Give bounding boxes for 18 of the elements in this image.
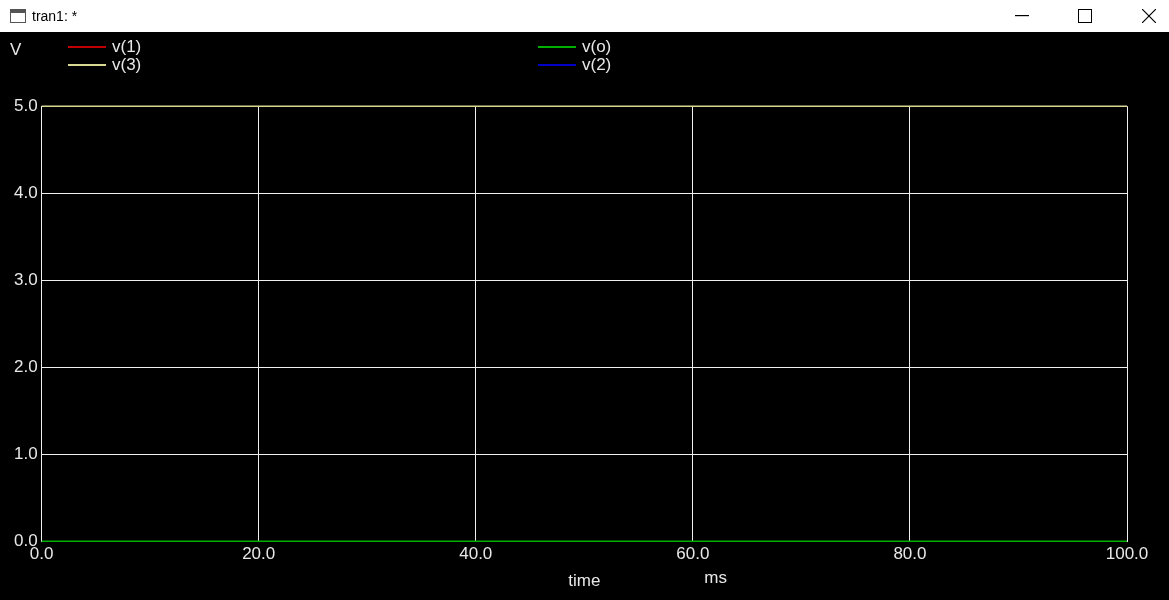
chart-title: tran1: * xyxy=(32,8,78,24)
text: ms xyxy=(704,567,727,587)
y-tick-label: 2.0 xyxy=(13,356,38,376)
x-tick-label: 100.0 xyxy=(1105,544,1149,564)
legend-label: v(3) xyxy=(112,55,142,75)
y-axis-title: V xyxy=(10,40,22,60)
x-tick-label: 80.0 xyxy=(893,544,927,564)
legend-label: v(o) xyxy=(582,37,612,57)
x-tick-label: 40.0 xyxy=(459,544,493,564)
y-tick-label: 5.0 xyxy=(13,95,38,115)
x-tick-label: 20.0 xyxy=(242,544,276,564)
legend-label: v(1) xyxy=(112,37,142,57)
y-tick-label: 4.0 xyxy=(13,182,38,202)
y-tick-label: 1.0 xyxy=(13,443,38,463)
legend-label: v(2) xyxy=(582,55,612,75)
x-axis-title: time xyxy=(568,571,601,591)
x-tick-label: 60.0 xyxy=(676,544,710,564)
y-tick-label: 3.0 xyxy=(13,269,38,289)
